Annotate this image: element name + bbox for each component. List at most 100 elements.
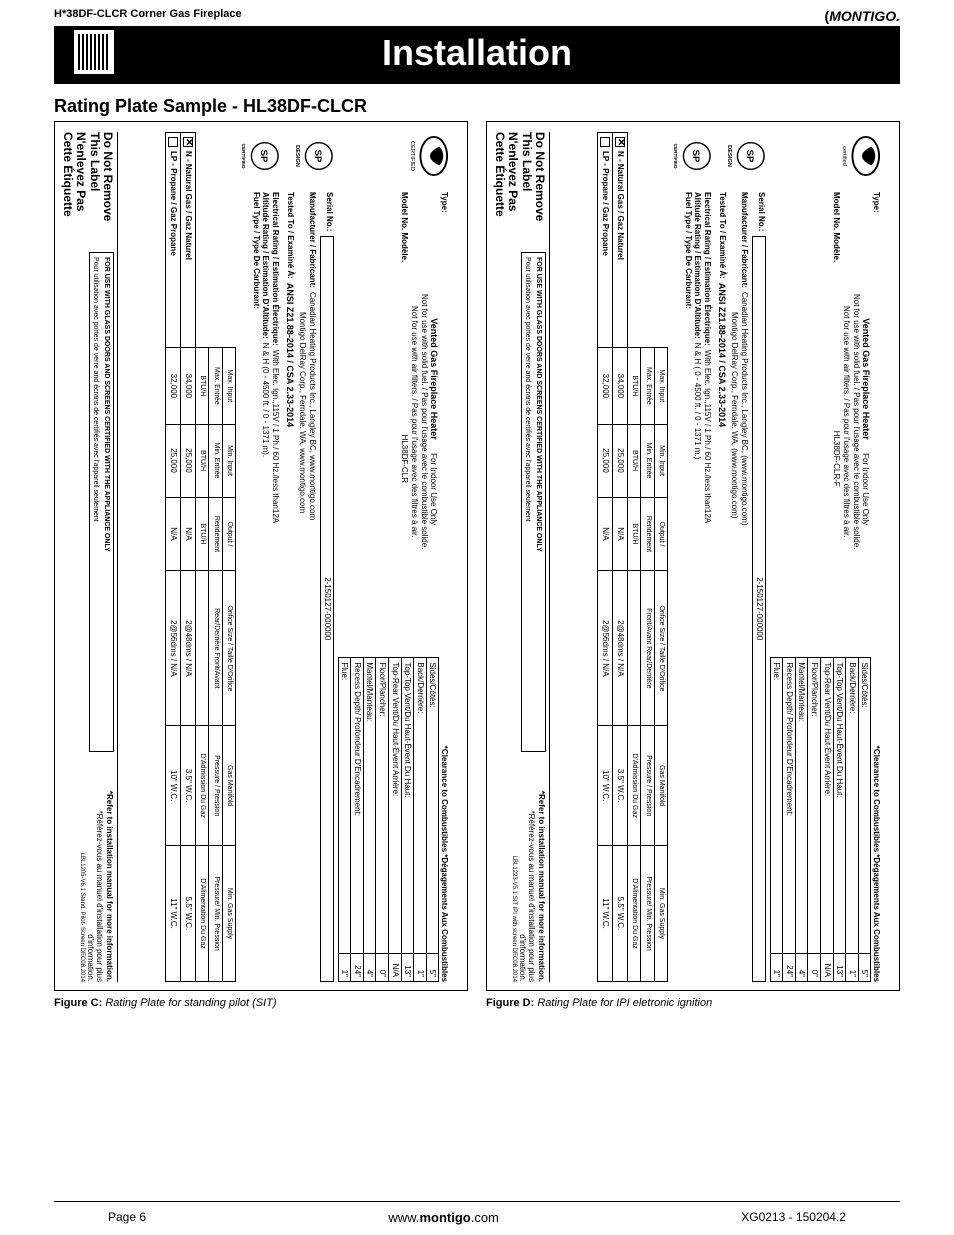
mfr-label: Manufacturer / Fabricant: <box>307 192 317 288</box>
clr-floor-val: 0" <box>376 954 389 982</box>
elec-label: Electrical Rating / Estimation Électriqu… <box>702 192 712 346</box>
sample-title: Rating Plate Sample - HL38DF-CLCR <box>0 84 954 121</box>
svg-text:SP: SP <box>744 150 755 163</box>
gh3-2: BTU/H <box>195 497 208 571</box>
dnr-line4: Cette Étiquette <box>61 132 74 242</box>
clr-sides-val: 5" <box>858 954 871 982</box>
indoor-use: For Indoor Use Only <box>861 453 870 525</box>
design-logo-icon: SP DESIGN <box>726 132 766 180</box>
do-not-remove: Do Not Remove This Label N'enlevez Pas C… <box>493 132 546 242</box>
ng-min: 25,000 <box>612 424 627 497</box>
gas-table: Max. Input Min. Input Output / Orifice S… <box>597 132 668 982</box>
gh-2: Output / <box>654 497 667 571</box>
ng-man: 3.5" W.C. <box>612 726 627 846</box>
type-label: Type: <box>871 192 881 213</box>
lp-label: LP - Propane / Gaz Propane <box>169 151 178 256</box>
clr-floor-lbl: Floor/Plancher: <box>376 658 389 954</box>
design-logo-icon: SPDESIGN <box>294 132 334 180</box>
ng-out: N/A <box>180 497 195 571</box>
gh-0: Max. Input <box>654 348 667 424</box>
dnr-line3: N'enlevez Pas <box>506 132 519 242</box>
gh2-0: Max. Entrée <box>209 348 222 424</box>
refer-manual: *Refer to installation manual for more i… <box>104 762 114 982</box>
fig-d-bold: Figure D: <box>486 997 534 1009</box>
ng-orf: 2@48dms / N/A <box>180 571 195 726</box>
ng-max: 34,000 <box>180 348 195 424</box>
indoor-use: For Indoor Use Only <box>429 453 438 525</box>
cert-logo-icon: certified <box>841 132 881 180</box>
lp-max: 32,000 <box>597 348 612 424</box>
gh2-0: Max. Entrée <box>641 348 654 424</box>
dnr-line2: This Label <box>87 132 100 242</box>
model-label: Model No. Modèle. <box>832 192 842 262</box>
clr-flue-val: 1" <box>770 954 783 982</box>
lp-sup: 11" W.C. <box>597 846 612 982</box>
gh3-4: D'Admission Du Gaz <box>627 726 640 846</box>
mfr-label: Manufacturer / Fabricant: <box>739 192 749 288</box>
tested-value: ANSI Z21.88-2014 / CSA 2.33-2014 <box>716 283 727 982</box>
gh3-1: BTU/H <box>627 424 640 497</box>
no-solid-fuel: Not for use with solid fuel. / Pas pour … <box>851 192 861 651</box>
ng-sup: 5.5" W.C. <box>180 846 195 982</box>
clr-flue-lbl: Flue: <box>770 658 783 954</box>
clr-flue-val: 1" <box>338 954 351 982</box>
clr-flue-lbl: Flue: <box>338 658 351 954</box>
gh-manifold: Gas Manifold <box>222 726 235 846</box>
gh2-4: Pressure / Pression <box>641 726 654 846</box>
gh-supply: Min. Gas Supply <box>222 846 235 982</box>
gh-1: Min. Input <box>654 424 667 497</box>
do-not-remove: Do Not Remove This Label N'enlevez Pas C… <box>61 132 114 242</box>
refer-manual-fr: *Référez-vous au manuel d'installation p… <box>85 762 104 982</box>
ng-man: 3.5" W.C. <box>180 726 195 846</box>
clearance-title: *Clearance to Combustibles *Dégagements … <box>871 657 881 982</box>
svg-text:CERTIFIED: CERTIFIED <box>672 143 678 169</box>
svg-text:DESIGN: DESIGN <box>294 145 300 167</box>
banner-text: Installation <box>382 32 572 73</box>
gh3-0: BTU/H <box>195 348 208 424</box>
gh-orifice: Orifice Size / Taille D'Orifice <box>222 571 235 726</box>
dnr-line4: Cette Étiquette <box>493 132 506 242</box>
clr-recess-val: 24" <box>351 954 364 982</box>
ng-orf: 2@48dms / N/A <box>612 571 627 726</box>
lp-man: 10" W.C. <box>597 726 612 846</box>
gh-3: Orifice Size / Taille D'Orifice <box>654 571 667 726</box>
gh-4: Gas Manifold <box>654 726 667 846</box>
clr-mantel-lbl: Mantel/Manteau: <box>363 658 376 954</box>
svg-text:DESIGN: DESIGN <box>726 145 732 167</box>
fig-d-italic: Rating Plate for IPI eletronic ignition <box>537 997 712 1009</box>
svg-text:SP: SP <box>258 150 269 163</box>
gh2-1: Min. Entrée <box>209 424 222 497</box>
dnr-line1: Do Not Remove <box>101 132 114 242</box>
clearance-title: *Clearance to Combustibles *Dégagements … <box>439 657 449 982</box>
ng-label: N - Natural Gas / Gaz Naturel <box>616 151 625 260</box>
fuel-label: Fuel Type / Type De Carburant: <box>251 192 261 309</box>
site-bold: montigo <box>419 1210 470 1225</box>
lp-checkbox <box>600 137 610 147</box>
gh-output: Output / <box>222 497 235 571</box>
cert-logo2-icon: SPCERTIFIED <box>240 132 280 180</box>
fig-c-bold: Figure C: <box>54 997 102 1009</box>
lp-orf: 2@56dms / N/A <box>165 571 180 726</box>
clr-toptop-lbl: Top-Top Vent/Du Haut-Évent Du Haut: <box>833 658 846 954</box>
svg-text:CERTIFIED: CERTIFIED <box>409 141 415 171</box>
banner-icon <box>74 30 114 74</box>
gh-mininput: Min. Input <box>222 424 235 497</box>
model-value: HL38DF-CLR-F <box>832 266 842 651</box>
type-label: Type: <box>439 192 449 213</box>
serial-value: 2-150127-000000 <box>320 236 334 982</box>
lp-out: N/A <box>165 497 180 571</box>
ng-checkbox <box>615 137 625 147</box>
elec-value: With Elec. Ign.,115V / 1 Ph./ 60 Hz./les… <box>702 350 712 982</box>
gh3-1: BTU/H <box>195 424 208 497</box>
clr-back-lbl: Back/Derrière: <box>846 658 859 954</box>
clr-toptop-val: 13" <box>401 954 414 982</box>
rating-plate-right: certified Type: Vented Gas Fireplace Hea… <box>486 121 900 991</box>
lp-out: N/A <box>597 497 612 571</box>
no-solid-fuel: Not for use with solid fuel. / Pas pour … <box>419 192 429 651</box>
gh2-3: Front/Avant Rear/Derrière <box>641 571 654 726</box>
clr-toprear-lbl: Top-Rear Vent/Du Haut-Évent Arrière: <box>389 658 402 954</box>
label-code: LBL1223-V5.1 SIT IPI with screen DEC08.2… <box>510 762 517 982</box>
lp-min: 25,000 <box>165 424 180 497</box>
alt-label: Altitude Rating / Estimation D'Altitude: <box>693 192 703 339</box>
mfr-value: Canadian Heating Products Inc., Langley … <box>739 292 749 982</box>
